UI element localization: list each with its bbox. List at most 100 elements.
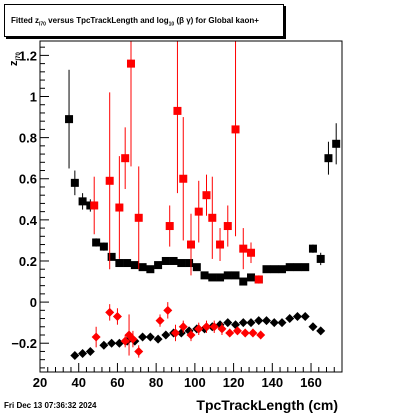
square-marker bbox=[99, 242, 108, 251]
data-point bbox=[70, 170, 79, 196]
data-point bbox=[178, 320, 188, 333]
data-point bbox=[99, 242, 108, 251]
diamond-marker bbox=[217, 324, 227, 334]
x-axis-label: TpcTrackLength (cm) bbox=[196, 397, 338, 413]
square-marker bbox=[301, 263, 310, 272]
data-point bbox=[192, 263, 201, 272]
square-marker bbox=[285, 263, 294, 272]
data-point bbox=[202, 174, 211, 216]
square-marker bbox=[65, 115, 74, 124]
diamond-marker bbox=[186, 330, 196, 340]
diamond-marker bbox=[120, 336, 130, 346]
diamond-marker bbox=[225, 328, 235, 338]
data-point bbox=[293, 263, 302, 272]
data-point bbox=[262, 265, 271, 274]
square-marker bbox=[223, 271, 232, 280]
data-point bbox=[231, 41, 240, 237]
diamond-marker bbox=[155, 316, 165, 326]
data-point bbox=[209, 320, 219, 333]
square-marker bbox=[324, 154, 333, 163]
square-marker bbox=[216, 273, 225, 282]
data-point bbox=[194, 322, 204, 335]
diamond-marker bbox=[316, 326, 326, 336]
square-marker bbox=[293, 263, 302, 272]
data-point bbox=[134, 166, 143, 270]
x-tick-label: 20 bbox=[33, 375, 47, 390]
data-point bbox=[105, 304, 115, 321]
square-marker bbox=[231, 125, 240, 134]
diamond-marker bbox=[254, 316, 264, 326]
x-tick-label: 80 bbox=[149, 375, 163, 390]
data-point bbox=[154, 261, 163, 270]
data-point bbox=[65, 69, 74, 169]
data-point bbox=[146, 265, 155, 274]
y-tick-label: 1 bbox=[30, 90, 37, 105]
data-point bbox=[262, 316, 271, 326]
data-point bbox=[173, 41, 182, 194]
data-point bbox=[285, 314, 295, 324]
data-point bbox=[223, 205, 232, 247]
data-point bbox=[90, 176, 99, 235]
diamond-marker bbox=[194, 324, 204, 334]
data-point bbox=[308, 322, 318, 332]
y-tick-label: 0.2 bbox=[19, 254, 37, 269]
y-tick-label: 0.6 bbox=[19, 172, 37, 187]
diamond-marker bbox=[128, 334, 138, 344]
square-marker bbox=[262, 265, 271, 274]
data-point bbox=[171, 324, 181, 342]
data-point bbox=[163, 302, 173, 319]
data-point bbox=[169, 256, 178, 265]
data-point bbox=[316, 326, 326, 336]
diamond-marker bbox=[85, 346, 95, 356]
square-marker bbox=[173, 106, 182, 115]
x-tick-label: 60 bbox=[110, 375, 124, 390]
square-marker bbox=[154, 261, 163, 270]
data-point bbox=[269, 318, 279, 328]
data-point bbox=[130, 261, 139, 270]
square-marker bbox=[105, 176, 114, 185]
data-point bbox=[277, 318, 287, 328]
data-point bbox=[138, 263, 147, 272]
diamond-marker bbox=[105, 307, 115, 317]
square-marker bbox=[169, 256, 178, 265]
square-marker bbox=[126, 59, 135, 68]
data-point bbox=[161, 256, 170, 265]
diamond-marker bbox=[161, 330, 171, 340]
data-point bbox=[91, 326, 101, 348]
square-marker bbox=[308, 244, 317, 253]
diamond-marker bbox=[171, 328, 181, 338]
diamond-marker bbox=[78, 348, 88, 358]
square-marker bbox=[179, 174, 188, 183]
x-tick-label: 140 bbox=[261, 375, 283, 390]
diamond-marker bbox=[262, 316, 271, 326]
plot-marks bbox=[65, 41, 341, 361]
diamond-marker bbox=[145, 332, 155, 342]
square-marker bbox=[161, 256, 170, 265]
data-point bbox=[185, 259, 194, 268]
data-point bbox=[128, 330, 138, 348]
data-point bbox=[300, 311, 310, 321]
data-point bbox=[270, 265, 279, 274]
data-point bbox=[186, 328, 196, 342]
data-point bbox=[208, 176, 217, 259]
x-tick-label: 40 bbox=[71, 375, 85, 390]
diamond-marker bbox=[209, 322, 219, 332]
y-tick-label: −0.2 bbox=[11, 336, 37, 351]
diamond-marker bbox=[246, 318, 256, 328]
square-marker bbox=[70, 178, 79, 187]
data-point bbox=[177, 259, 186, 268]
data-point bbox=[126, 41, 135, 167]
data-point bbox=[216, 273, 225, 282]
x-tick-label: 100 bbox=[184, 375, 206, 390]
data-point bbox=[105, 92, 114, 270]
square-marker bbox=[231, 271, 240, 280]
timestamp: Fri Dec 13 07:36:32 2024 bbox=[4, 401, 97, 410]
plot-frame bbox=[39, 40, 343, 373]
y-tick-label: 0.8 bbox=[19, 131, 37, 146]
diamond-marker bbox=[292, 311, 302, 321]
data-point bbox=[217, 322, 227, 335]
square-marker bbox=[270, 265, 279, 274]
square-marker bbox=[247, 248, 256, 257]
diamond-marker bbox=[248, 328, 258, 338]
data-point bbox=[70, 351, 80, 361]
